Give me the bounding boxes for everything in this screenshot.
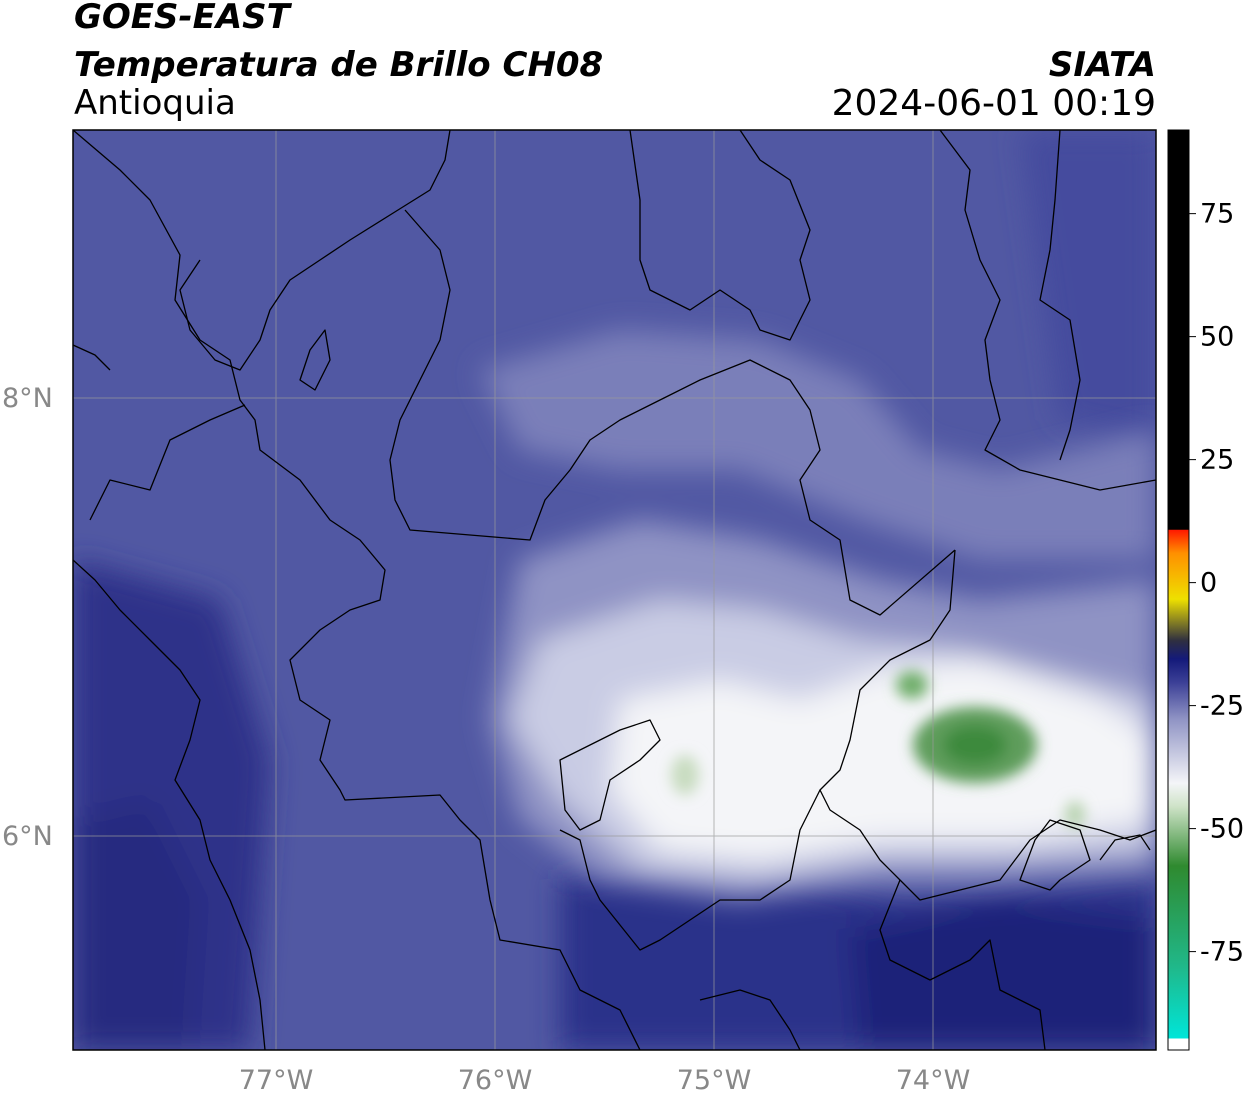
- map-frame: [72, 129, 1157, 1051]
- agency-label: SIATA: [1048, 45, 1156, 85]
- lon-tick-76w: 76°W: [457, 1065, 533, 1096]
- lat-tick-8n: 8°N: [2, 383, 53, 414]
- lon-tick-74w: 74°W: [895, 1065, 971, 1096]
- region-label: Antioquia: [74, 83, 236, 123]
- colorbar-tick-label: 25: [1200, 444, 1235, 476]
- colorbar-tick-label: -75: [1200, 936, 1245, 968]
- boundary-lines: [73, 130, 1156, 1050]
- product-title: Temperatura de Brillo CH08: [74, 45, 604, 85]
- colorbar-tick-label: 75: [1200, 198, 1235, 230]
- cold-cloud-tops: [671, 671, 1085, 829]
- colorbar-tick-label: 0: [1200, 567, 1218, 599]
- datetime-label: 2024-06-01 00:19: [831, 83, 1156, 124]
- colorbar-tick-label: -25: [1200, 690, 1245, 722]
- lon-tick-75w: 75°W: [676, 1065, 752, 1096]
- colorbar-tick-label: -50: [1200, 813, 1245, 845]
- colorbar: [1167, 129, 1190, 1051]
- colorbar-ticks: [1189, 213, 1196, 953]
- lat-tick-6n: 6°N: [2, 821, 53, 852]
- lon-tick-77w: 77°W: [238, 1065, 314, 1096]
- colorbar-tick-label: 50: [1200, 321, 1235, 353]
- cloud-field: [480, 330, 1156, 900]
- satellite-title: GOES-EAST: [74, 0, 290, 37]
